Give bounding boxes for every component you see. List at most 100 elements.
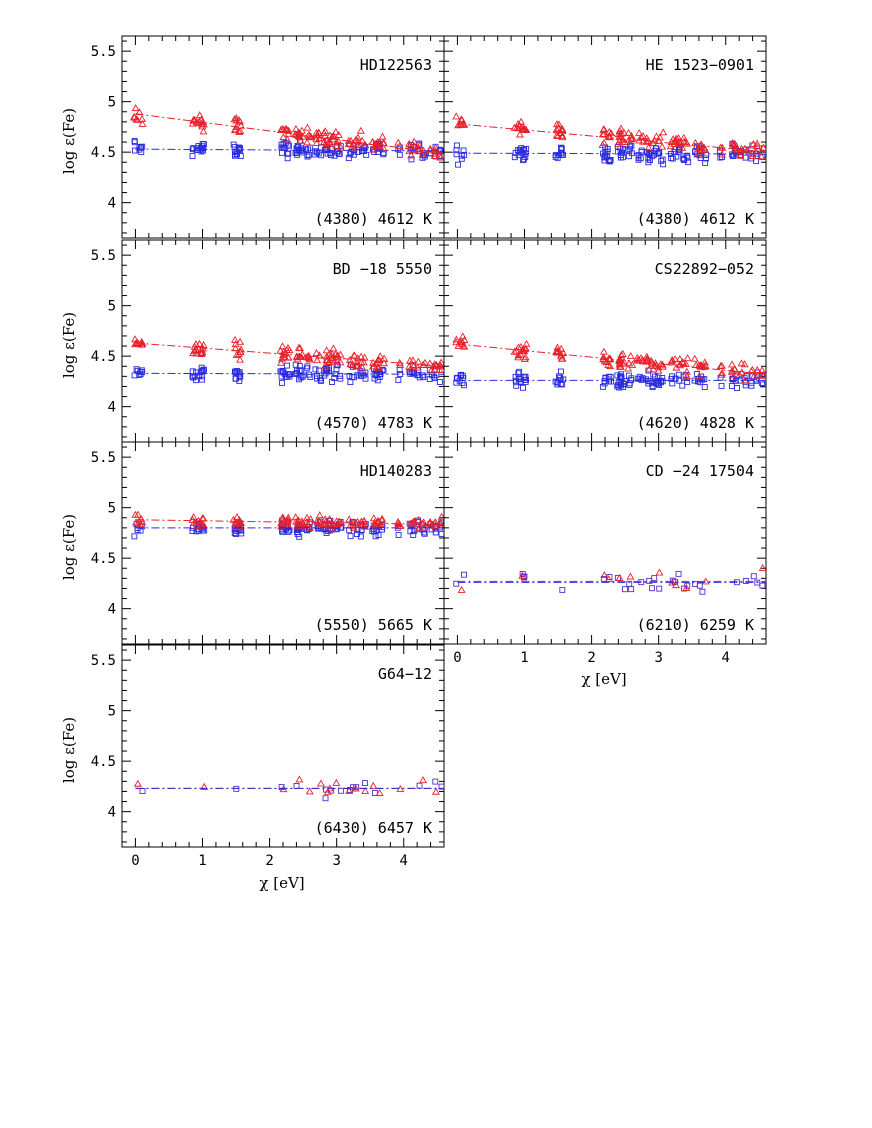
red-triangle-point (195, 117, 204, 125)
blue-square-point (304, 363, 311, 370)
red-triangle-point (328, 525, 337, 533)
blue-square-point (675, 570, 682, 577)
red-triangle-point (667, 357, 676, 365)
red-triangle-point (553, 343, 562, 351)
red-triangle-point (316, 779, 325, 787)
blue-square-point (347, 151, 354, 158)
red-triangle-point (325, 357, 334, 365)
red-trend-line (135, 113, 444, 154)
red-triangle-point (639, 132, 648, 139)
red-triangle-point (134, 510, 143, 518)
teff-label: (4620) 4828 K (637, 414, 754, 432)
blue-square-point (659, 156, 666, 163)
blue-square-point (453, 147, 460, 154)
blue-square-point (684, 582, 691, 589)
red-triangle-point (278, 513, 287, 521)
red-triangle-point (192, 349, 201, 357)
red-triangle-point (377, 516, 386, 524)
teff-label: (4570) 4783 K (315, 414, 432, 432)
blue-square-point (658, 157, 665, 164)
star-name: G64−12 (378, 665, 432, 683)
red-triangle-point (690, 354, 699, 362)
blue-square-point (559, 586, 566, 593)
red-triangle-point (554, 120, 563, 128)
red-triangle-point (291, 513, 300, 521)
red-triangle-point (717, 361, 726, 369)
red-triangle-point (716, 362, 725, 370)
blue-square-point (699, 588, 706, 595)
red-triangle-point (277, 519, 286, 527)
panel-4: CS22892−052 (4620) 4828 K (443, 239, 767, 443)
blue-square-point (649, 585, 655, 592)
blue-square-point (303, 146, 309, 153)
red-triangle-point (516, 350, 525, 358)
red-triangle-point (458, 332, 467, 340)
blue-square-point (558, 145, 565, 152)
red-triangle-point (452, 112, 461, 120)
red-triangle-point (619, 357, 628, 365)
red-triangle-point (425, 359, 434, 367)
blue-square-point (306, 151, 312, 158)
red-triangle-point (371, 359, 380, 367)
panel-1: 4 4.5 5 5.5 log ε(Fe) HD122563 (4380) 4612 K (60, 35, 445, 239)
y-tick-label: 4.5 (91, 551, 116, 567)
red-triangle-point (294, 132, 303, 140)
blue-square-point (285, 528, 292, 535)
blue-square-point (734, 385, 741, 391)
blue-square-point (297, 372, 304, 379)
red-triangle-point (747, 367, 756, 375)
blue-square-point (520, 384, 526, 391)
red-triangle-point (671, 355, 680, 363)
red-triangle-point (379, 139, 388, 147)
red-triangle-point (647, 358, 656, 366)
blue-square-point (345, 155, 352, 162)
blue-square-point (198, 145, 205, 152)
blue-square-point (306, 524, 313, 531)
star-name: BD −18 5550 (333, 260, 432, 278)
red-triangle-point (409, 356, 417, 364)
red-triangle-point (279, 785, 288, 793)
x-tick-label: 4 (722, 650, 730, 666)
y-tick-label: 4.5 (91, 754, 116, 770)
red-triangle-point (753, 371, 762, 379)
y-axis-label: log ε(Fe) (60, 312, 78, 378)
red-trend-line (457, 343, 766, 375)
blue-square-point (655, 149, 662, 156)
red-triangle-point (682, 583, 691, 591)
blue-square-point (137, 368, 144, 375)
red-triangle-point (672, 581, 680, 589)
red-triangle-point (276, 346, 285, 354)
red-triangle-point (430, 362, 439, 370)
red-triangle-point (415, 141, 424, 149)
red-triangle-point (695, 372, 704, 380)
blue-square-point (702, 155, 709, 162)
red-triangle-point (375, 789, 384, 797)
red-triangle-point (278, 342, 287, 350)
blue-square-point (607, 374, 614, 381)
red-triangle-point (233, 513, 241, 521)
blue-square-point (284, 362, 290, 369)
red-triangle-point (325, 138, 334, 146)
red-triangle-point (674, 134, 683, 142)
red-triangle-point (284, 126, 293, 134)
red-triangle-point (620, 128, 629, 136)
red-triangle-point (753, 139, 762, 147)
red-triangle-point (333, 136, 342, 144)
blue-square-point (651, 575, 658, 582)
red-triangle-point (457, 337, 466, 345)
red-triangle-point (407, 151, 416, 159)
blue-square-point (638, 376, 645, 383)
blue-square-point (357, 533, 364, 540)
blue-square-point (375, 532, 382, 539)
blue-square-point (759, 582, 766, 589)
red-triangle-point (277, 354, 286, 362)
blue-trend-line (135, 372, 444, 375)
red-triangle-point (301, 353, 310, 361)
red-triangle-point (752, 147, 760, 155)
blue-square-point (760, 381, 766, 388)
blue-square-point (408, 156, 415, 163)
blue-square-point (138, 367, 145, 374)
data-group (131, 335, 444, 386)
blue-square-point (380, 151, 387, 158)
red-triangle-point (757, 152, 766, 160)
